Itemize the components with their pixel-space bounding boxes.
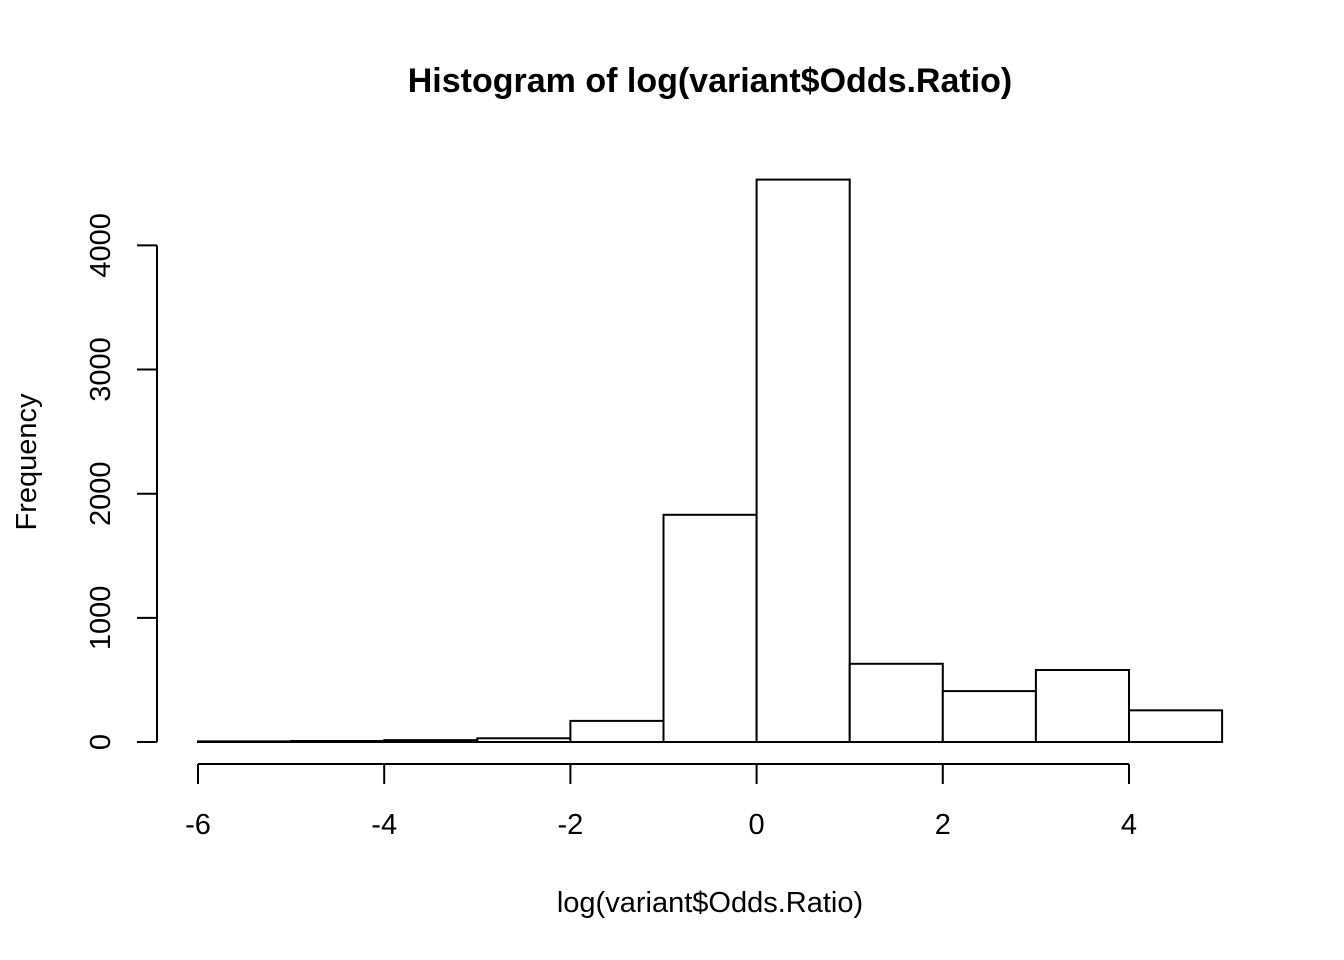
histogram-bar xyxy=(569,719,665,743)
histogram-bar xyxy=(1128,709,1224,743)
histogram-bar xyxy=(848,662,944,744)
x-tick-label: -4 xyxy=(371,809,397,841)
bars-group xyxy=(197,178,1224,744)
y-tick-label: 4000 xyxy=(85,213,117,278)
x-tick-label: 2 xyxy=(935,809,951,841)
y-tick-label: 3000 xyxy=(85,337,117,402)
histogram-bar xyxy=(197,740,293,744)
x-tick-label: 4 xyxy=(1121,809,1137,841)
histogram-bar xyxy=(290,740,386,743)
histogram-bar xyxy=(662,513,758,743)
histogram-bar xyxy=(755,178,851,743)
x-axis-label: log(variant$Odds.Ratio) xyxy=(557,887,863,919)
y-tick-label: 2000 xyxy=(85,461,117,526)
histogram-bar xyxy=(383,739,479,744)
y-tick-label: 0 xyxy=(85,734,117,750)
x-tick-label: -6 xyxy=(185,809,211,841)
y-axis-label: Frequency xyxy=(11,393,43,531)
chart-title: Histogram of log(variant$Odds.Ratio) xyxy=(408,62,1013,100)
x-axis: -6 -4 -2 0 2 4 xyxy=(185,763,1137,841)
x-tick-label: 0 xyxy=(749,809,765,841)
histogram-bar xyxy=(941,690,1037,744)
x-tick-label: -2 xyxy=(558,809,584,841)
histogram-bar xyxy=(1034,668,1131,743)
histogram-bar xyxy=(476,737,572,744)
y-tick-label: 1000 xyxy=(85,586,117,651)
y-axis: 0 1000 2000 3000 4000 xyxy=(85,213,158,750)
